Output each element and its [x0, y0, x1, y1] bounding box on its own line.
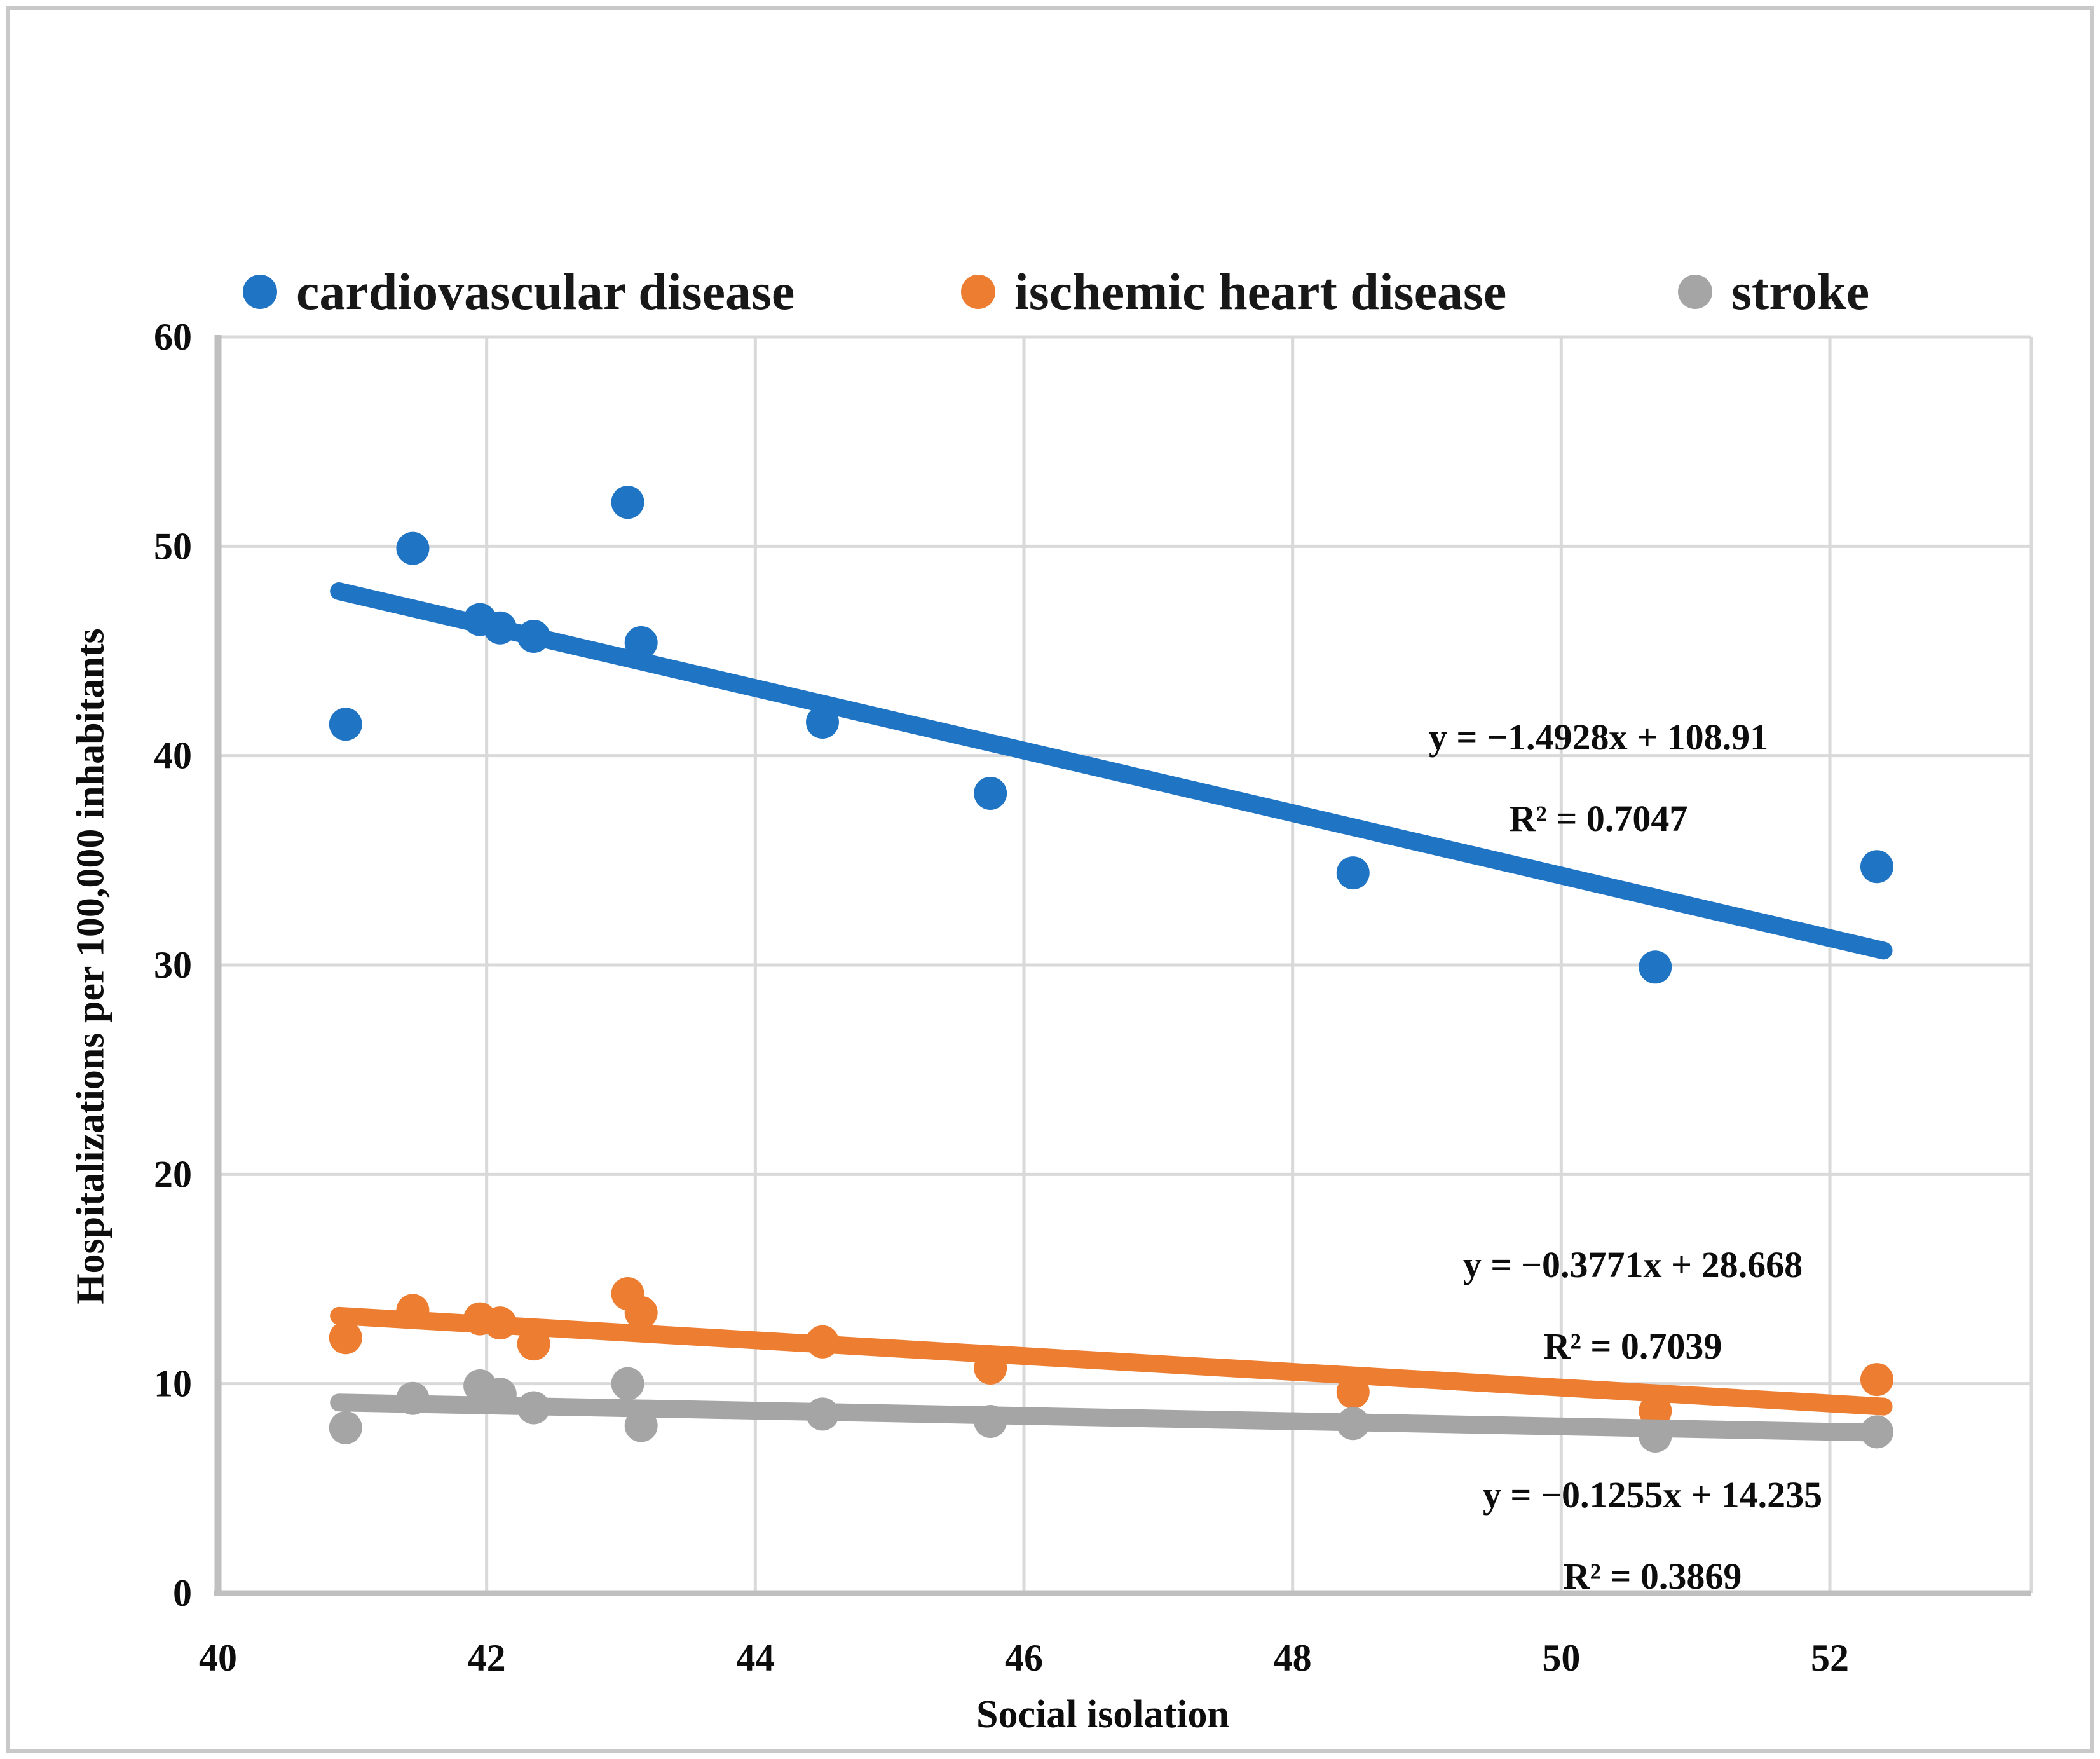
trendline	[330, 1393, 1893, 1442]
trendline-equation-stroke: y = −0.1255x + 14.235 R² = 0.3869	[1483, 1454, 1822, 1617]
data-point	[1860, 850, 1893, 884]
legend-item-stroke: stroke	[1678, 257, 1869, 327]
data-point	[611, 1367, 644, 1400]
legend-item-cardiovascular: cardiovascular disease	[243, 257, 794, 327]
data-point	[1639, 1394, 1672, 1428]
trendline	[330, 582, 1893, 960]
y-axis-title: Hospitalizations per 100,000 inhabitants	[69, 628, 112, 1304]
legend-marker-stroke-icon	[1678, 275, 1712, 309]
y-tick-label: 20	[154, 1153, 192, 1195]
data-point	[329, 1411, 362, 1444]
x-axis-title: Social isolation	[976, 1693, 1229, 1736]
y-tick-label: 10	[154, 1363, 192, 1405]
y-tick-label: 30	[154, 944, 192, 986]
y-tick-label: 50	[154, 525, 192, 567]
data-point	[1336, 856, 1370, 890]
x-tick-label: 50	[1542, 1637, 1580, 1679]
equation-line: y = −1.4928x + 108.91	[1428, 716, 1769, 758]
x-tick-label: 40	[199, 1637, 237, 1679]
y-tick-label: 40	[154, 735, 192, 777]
legend-marker-ischemic-icon	[961, 275, 995, 309]
y-tick-label: 60	[154, 316, 192, 358]
x-tick-label: 48	[1274, 1637, 1312, 1679]
legend-label-ischemic: ischemic heart disease	[1014, 263, 1507, 320]
chart-legend: cardiovascular disease ischemic heart di…	[0, 257, 2100, 327]
equation-line: y = −0.1255x + 14.235	[1482, 1474, 1823, 1516]
data-point	[611, 486, 644, 519]
data-point	[974, 776, 1007, 810]
trendline	[330, 1306, 1893, 1416]
r-squared-line: R² = 0.3869	[1563, 1556, 1742, 1597]
x-tick-label: 42	[468, 1637, 506, 1679]
data-point	[1860, 1363, 1893, 1397]
y-tick-label: 0	[173, 1572, 192, 1614]
legend-marker-cardiovascular-icon	[243, 275, 277, 309]
data-point	[329, 1321, 362, 1355]
x-tick-label: 52	[1811, 1637, 1849, 1679]
data-point	[329, 708, 362, 741]
trendline-equation-cardiovascular: y = −1.4928x + 108.91 R² = 0.7047	[1429, 697, 1768, 859]
x-tick-label: 46	[1005, 1637, 1043, 1679]
trendline-equation-ischemic: y = −0.3771x + 28.668 R² = 0.7039	[1463, 1224, 1803, 1387]
r-squared-line: R² = 0.7047	[1509, 798, 1688, 839]
equation-line: y = −0.3771x + 28.668	[1462, 1244, 1803, 1285]
data-point	[396, 531, 430, 565]
legend-item-ischemic: ischemic heart disease	[961, 257, 1506, 327]
r-squared-line: R² = 0.7039	[1543, 1325, 1722, 1367]
x-tick-label: 44	[736, 1637, 774, 1679]
legend-label-cardiovascular: cardiovascular disease	[296, 263, 795, 320]
data-point	[1639, 950, 1672, 984]
legend-label-stroke: stroke	[1731, 263, 1870, 320]
data-point	[624, 1296, 658, 1329]
